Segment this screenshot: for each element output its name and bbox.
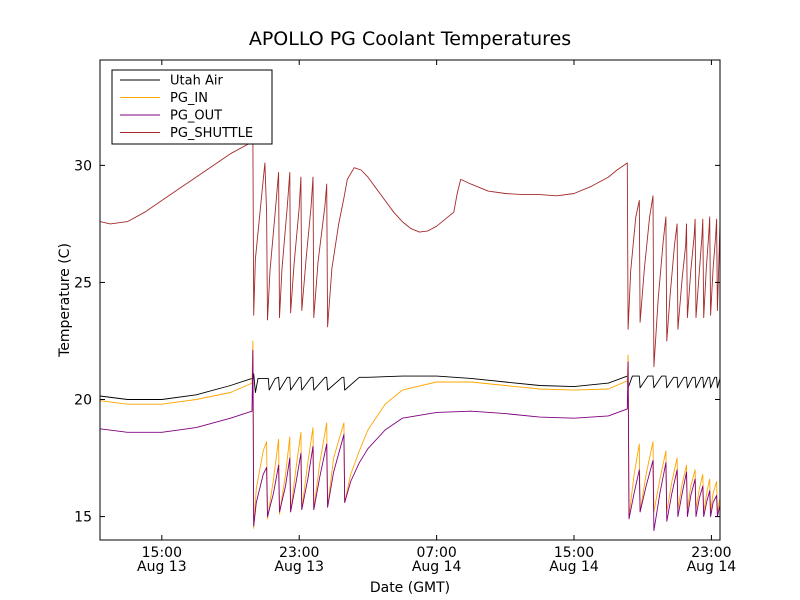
x-tick-label-time: 23:00	[691, 545, 731, 561]
series-lines	[100, 141, 720, 532]
legend-label: Utah Air	[170, 74, 223, 89]
x-tick-label-date: Aug 13	[137, 559, 187, 575]
y-tick-label: 25	[74, 275, 92, 291]
x-tick-label-date: Aug 13	[274, 559, 324, 575]
x-axis-label: Date (GMT)	[370, 580, 450, 596]
legend-label: PG_IN	[170, 91, 208, 106]
series-line-pg-shuttle	[100, 141, 720, 368]
chart-title: APOLLO PG Coolant Temperatures	[249, 28, 571, 50]
plot-frame	[99, 59, 721, 541]
x-tick-label-date: Aug 14	[412, 559, 462, 575]
legend-label: PG_SHUTTLE	[170, 126, 253, 141]
x-tick-label-date: Aug 14	[549, 559, 599, 575]
series-line-pg-out	[100, 349, 720, 532]
y-tick-label: 20	[74, 393, 92, 409]
x-tick-label-date: Aug 14	[687, 559, 737, 575]
x-tick-label-time: 15:00	[142, 545, 182, 561]
series-line-pg-in	[100, 340, 720, 529]
legend-box	[111, 69, 273, 145]
legend: Utah Air PG_IN PG_OUT PG_SHUTTLE	[111, 69, 273, 145]
legend-label: PG_OUT	[170, 109, 222, 124]
y-tick-label: 15	[74, 510, 92, 526]
x-tick-label-time: 15:00	[554, 545, 594, 561]
x-tick-label-time: 23:00	[279, 545, 319, 561]
y-axis-label: Temperature (C)	[57, 243, 73, 358]
x-tick-label-time: 07:00	[416, 545, 456, 561]
y-tick-label: 30	[74, 158, 92, 174]
series-line-utah-air	[100, 373, 720, 400]
